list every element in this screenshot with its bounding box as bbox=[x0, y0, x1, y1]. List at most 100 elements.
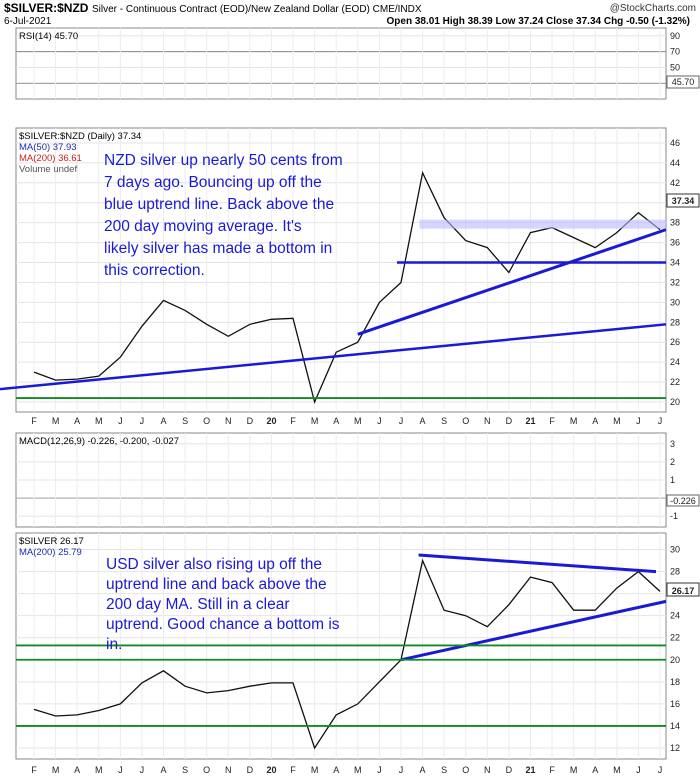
x-tick-label: M bbox=[95, 416, 103, 426]
macd-y-tick: -1 bbox=[670, 511, 678, 521]
x-tick-label: A bbox=[74, 765, 80, 775]
nzd-annotation: NZD silver up nearly 50 cents from 7 days… bbox=[104, 152, 343, 279]
nzd-y-tick: 24 bbox=[670, 357, 680, 367]
usd-y-tick: 18 bbox=[670, 677, 680, 687]
x-tick-label: A bbox=[420, 416, 426, 426]
x-tick-label: J bbox=[658, 416, 663, 426]
x-tick-label: M bbox=[613, 416, 621, 426]
svg-text:45.70: 45.70 bbox=[672, 77, 695, 87]
rsi-y-tick: 50 bbox=[670, 62, 680, 72]
x-tick-label: M bbox=[95, 765, 103, 775]
nzd-y-tick: 30 bbox=[670, 297, 680, 307]
svg-text:-0.226: -0.226 bbox=[670, 496, 696, 506]
usd-y-tick: 30 bbox=[670, 545, 680, 555]
x-tick-label: M bbox=[354, 765, 362, 775]
x-tick-label: J bbox=[636, 416, 641, 426]
nzd-long-uptrend-line bbox=[0, 323, 667, 391]
x-tick-label: A bbox=[592, 416, 598, 426]
nzd-y-tick: 34 bbox=[670, 258, 680, 268]
nzd-last-value-badge: 37.34 bbox=[666, 193, 700, 208]
series-lines bbox=[33, 170, 661, 750]
x-tick-label: S bbox=[441, 416, 447, 426]
nzd-y-tick: 26 bbox=[670, 337, 680, 347]
x-tick-label: F bbox=[31, 765, 37, 775]
x-tick-label: O bbox=[203, 416, 210, 426]
x-tick-label: J bbox=[140, 765, 145, 775]
x-tick-label: M bbox=[311, 416, 319, 426]
nzd-price-line bbox=[33, 170, 661, 404]
x-tick-label: A bbox=[161, 765, 167, 775]
x-tick-label: J bbox=[399, 416, 404, 426]
x-tick-label: S bbox=[182, 416, 188, 426]
macd-y-tick: 1 bbox=[670, 475, 675, 485]
usd-y-tick: 22 bbox=[670, 633, 680, 643]
x-tick-label: M bbox=[52, 765, 60, 775]
x-tick-label: S bbox=[182, 765, 188, 775]
x-tick-label: 21 bbox=[525, 765, 535, 775]
x-tick-label: M bbox=[613, 765, 621, 775]
x-tick-label: A bbox=[74, 416, 80, 426]
x-tick-label: N bbox=[225, 765, 232, 775]
usd-y-tick: 12 bbox=[670, 743, 680, 753]
x-tick-label: J bbox=[658, 765, 663, 775]
x-tick-label: N bbox=[225, 416, 232, 426]
nzd-uptrend-line bbox=[357, 228, 667, 336]
x-tick-label: O bbox=[462, 416, 469, 426]
nzd-panel bbox=[15, 127, 667, 413]
x-tick-label: D bbox=[506, 416, 513, 426]
x-tick-label: M bbox=[311, 765, 319, 775]
x-tick-label: A bbox=[161, 416, 167, 426]
x-tick-label: D bbox=[247, 765, 254, 775]
x-tick-label: J bbox=[118, 765, 123, 775]
macd-y-tick: 2 bbox=[670, 457, 675, 467]
usd-y-tick: 24 bbox=[670, 611, 680, 621]
svg-text:37.34: 37.34 bbox=[672, 196, 695, 206]
y-tick-labels: 305070902022242628303234363840424446-101… bbox=[670, 31, 680, 753]
x-tick-label: 21 bbox=[525, 416, 535, 426]
x-tick-label: J bbox=[140, 416, 145, 426]
nzd-y-tick: 44 bbox=[670, 158, 680, 168]
rsi-y-tick: 70 bbox=[670, 47, 680, 57]
nzd-y-tick: 28 bbox=[670, 317, 680, 327]
x-tick-label: A bbox=[420, 765, 426, 775]
rsi-panel bbox=[15, 27, 667, 100]
x-tick-label: J bbox=[377, 765, 382, 775]
x-tick-label: J bbox=[636, 765, 641, 775]
usd-legend-ma200: MA(200) 25.79 bbox=[19, 547, 82, 558]
x-tick-label: A bbox=[333, 416, 339, 426]
ticker-label: $SILVER:$NZD bbox=[4, 1, 89, 15]
x-tick-label: A bbox=[592, 765, 598, 775]
usd-last-value-badge: 26.17 bbox=[666, 582, 700, 597]
trend-lines bbox=[0, 219, 667, 727]
x-tick-label: 20 bbox=[266, 416, 276, 426]
x-tick-label: F bbox=[290, 765, 296, 775]
x-tick-label: M bbox=[570, 416, 578, 426]
ohlc-label: Open 38.01 High 38.39 Low 37.24 Close 37… bbox=[387, 16, 690, 27]
nzd-y-tick: 46 bbox=[670, 138, 680, 148]
macd-last-value-badge: -0.226 bbox=[666, 494, 700, 507]
nzd-y-tick: 32 bbox=[670, 277, 680, 287]
nzd-y-tick: 38 bbox=[670, 218, 680, 228]
x-tick-label: N bbox=[484, 765, 491, 775]
x-tick-label: J bbox=[118, 416, 123, 426]
x-tick-label: J bbox=[399, 765, 404, 775]
nzd-legend-volume: Volume undef bbox=[19, 164, 77, 175]
usd-annotation: USD silver also rising up off the uptrend… bbox=[106, 556, 340, 653]
x-tick-label: S bbox=[441, 765, 447, 775]
x-tick-label: D bbox=[247, 416, 254, 426]
x-tick-label: D bbox=[506, 765, 513, 775]
x-tick-label: M bbox=[354, 416, 362, 426]
nzd-y-tick: 22 bbox=[670, 377, 680, 387]
usd-y-tick: 20 bbox=[670, 655, 680, 665]
date-label: 6-Jul-2021 bbox=[4, 16, 52, 27]
x-tick-label: J bbox=[377, 416, 382, 426]
svg-text:26.17: 26.17 bbox=[672, 586, 695, 596]
rsi-legend: RSI(14) 45.70 bbox=[19, 31, 78, 42]
rsi-y-tick: 90 bbox=[670, 31, 680, 41]
usd-y-tick: 14 bbox=[670, 721, 680, 731]
x-tick-label: F bbox=[31, 416, 37, 426]
x-tick-label: O bbox=[462, 765, 469, 775]
x-tick-label: F bbox=[549, 416, 555, 426]
